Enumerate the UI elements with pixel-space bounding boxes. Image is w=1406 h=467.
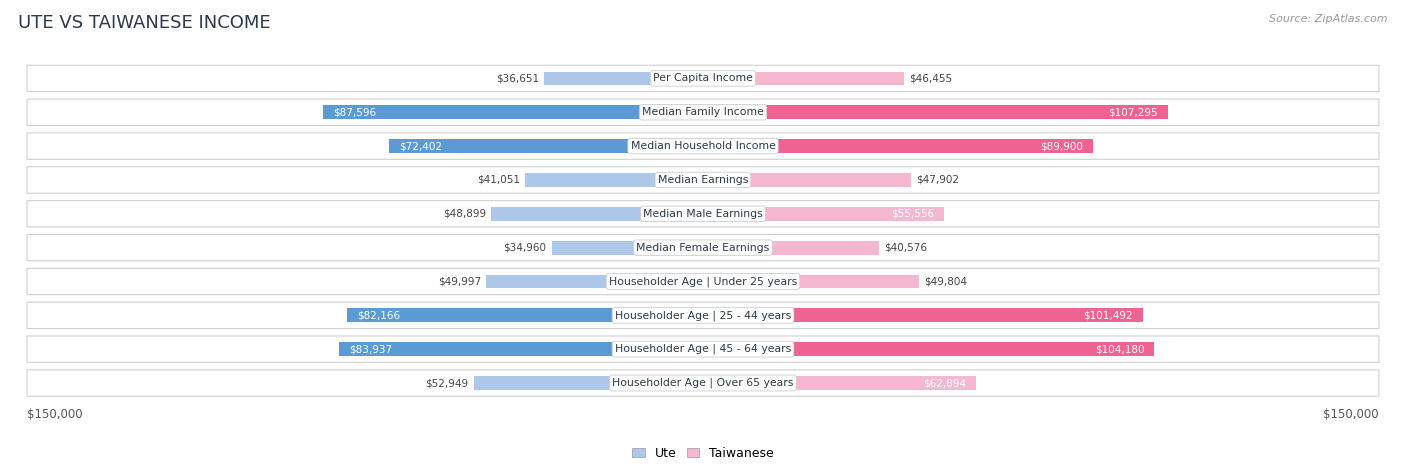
Bar <box>544 71 703 85</box>
Bar <box>703 173 911 187</box>
Bar <box>323 106 703 119</box>
Text: $62,894: $62,894 <box>922 378 966 388</box>
Bar <box>703 342 1154 356</box>
FancyBboxPatch shape <box>27 99 1379 126</box>
Text: UTE VS TAIWANESE INCOME: UTE VS TAIWANESE INCOME <box>18 14 271 32</box>
FancyBboxPatch shape <box>27 302 1379 328</box>
Bar <box>524 173 703 187</box>
Text: $40,576: $40,576 <box>884 243 927 253</box>
Text: $48,899: $48,899 <box>443 209 486 219</box>
Text: Median Earnings: Median Earnings <box>658 175 748 185</box>
FancyBboxPatch shape <box>27 167 1379 193</box>
FancyBboxPatch shape <box>27 336 1379 362</box>
Text: Householder Age | Under 25 years: Householder Age | Under 25 years <box>609 276 797 287</box>
Text: $150,000: $150,000 <box>1323 408 1379 421</box>
FancyBboxPatch shape <box>27 268 1379 295</box>
Text: $55,556: $55,556 <box>891 209 934 219</box>
Text: $150,000: $150,000 <box>27 408 83 421</box>
Bar <box>703 106 1168 119</box>
Text: $34,960: $34,960 <box>503 243 547 253</box>
Text: $72,402: $72,402 <box>399 141 441 151</box>
Bar <box>703 139 1092 153</box>
Bar <box>703 275 918 288</box>
Text: $89,900: $89,900 <box>1040 141 1083 151</box>
Text: $87,596: $87,596 <box>333 107 377 117</box>
Text: $104,180: $104,180 <box>1095 344 1144 354</box>
Text: Householder Age | 45 - 64 years: Householder Age | 45 - 64 years <box>614 344 792 354</box>
Text: Median Male Earnings: Median Male Earnings <box>643 209 763 219</box>
Text: Householder Age | 25 - 44 years: Householder Age | 25 - 44 years <box>614 310 792 320</box>
Text: Householder Age | Over 65 years: Householder Age | Over 65 years <box>612 378 794 388</box>
Text: Source: ZipAtlas.com: Source: ZipAtlas.com <box>1270 14 1388 24</box>
Text: $52,949: $52,949 <box>425 378 468 388</box>
Bar <box>703 71 904 85</box>
FancyBboxPatch shape <box>27 65 1379 92</box>
Text: Median Family Income: Median Family Income <box>643 107 763 117</box>
Text: $41,051: $41,051 <box>477 175 520 185</box>
Text: $107,295: $107,295 <box>1108 107 1159 117</box>
Text: $47,902: $47,902 <box>915 175 959 185</box>
Bar <box>703 207 943 221</box>
Bar <box>347 308 703 322</box>
FancyBboxPatch shape <box>27 370 1379 396</box>
Bar <box>703 376 976 390</box>
Text: Per Capita Income: Per Capita Income <box>652 73 754 84</box>
Text: Median Household Income: Median Household Income <box>630 141 776 151</box>
Legend: Ute, Taiwanese: Ute, Taiwanese <box>627 442 779 465</box>
FancyBboxPatch shape <box>27 201 1379 227</box>
Text: $83,937: $83,937 <box>349 344 392 354</box>
Text: Median Female Earnings: Median Female Earnings <box>637 243 769 253</box>
Bar <box>474 376 703 390</box>
FancyBboxPatch shape <box>27 133 1379 159</box>
Bar <box>389 139 703 153</box>
FancyBboxPatch shape <box>27 234 1379 261</box>
Text: $49,804: $49,804 <box>924 276 967 286</box>
Bar <box>551 241 703 255</box>
Text: $49,997: $49,997 <box>439 276 481 286</box>
Text: $36,651: $36,651 <box>496 73 538 84</box>
Bar <box>491 207 703 221</box>
Bar <box>703 308 1143 322</box>
Bar <box>703 241 879 255</box>
Text: $101,492: $101,492 <box>1084 311 1133 320</box>
Text: $46,455: $46,455 <box>910 73 953 84</box>
Bar <box>486 275 703 288</box>
Text: $82,166: $82,166 <box>357 311 399 320</box>
Bar <box>339 342 703 356</box>
